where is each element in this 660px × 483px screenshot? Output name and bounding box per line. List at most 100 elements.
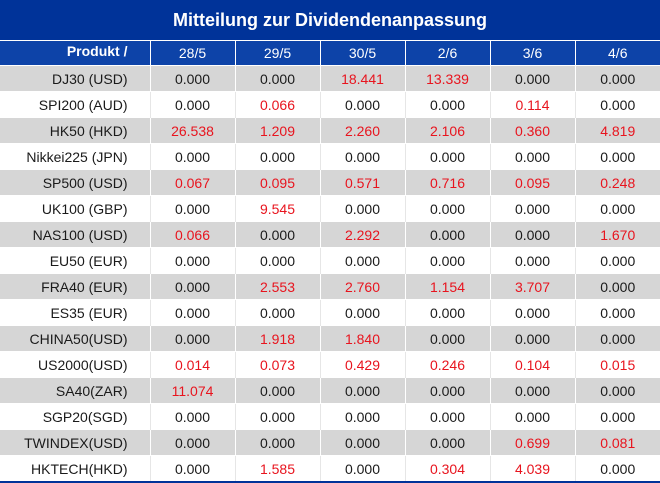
value-cell: 1.209 <box>234 117 320 144</box>
table-row: SA40(ZAR) 11.074 0.000 0.000 0.000 0.000 0.000 <box>0 377 660 404</box>
value-cell: 0.000 <box>234 299 320 326</box>
value-cell: 0.000 <box>319 195 405 222</box>
value-cell: 0.000 <box>319 143 405 170</box>
product-cell: SP500 (USD) <box>0 169 150 196</box>
bottom-divider <box>0 481 660 483</box>
value-cell: 0.000 <box>404 299 490 326</box>
value-cell: 0.000 <box>149 325 235 352</box>
value-cell: 0.429 <box>319 351 405 378</box>
value-cell: 0.000 <box>489 403 575 430</box>
table-row: CHINA50(USD) 0.000 1.918 1.840 0.000 0.000 0.0… <box>0 325 660 352</box>
page-title: Mitteilung zur Dividendenanpassung <box>0 0 660 40</box>
value-cell: 0.066 <box>234 91 320 118</box>
value-cell: 0.066 <box>149 221 235 248</box>
value-cell: 2.260 <box>319 117 405 144</box>
value-cell: 0.000 <box>319 403 405 430</box>
value-cell: 4.039 <box>489 455 575 481</box>
table-row: TWINDEX(USD) 0.000 0.000 0.000 0.000 0.699 0.0… <box>0 429 660 456</box>
value-cell: 0.000 <box>489 377 575 404</box>
dividend-table: Produkt / 28/5 29/5 30/5 2/6 3/6 4/6 DJ3… <box>0 41 660 481</box>
value-cell: 0.000 <box>574 273 660 300</box>
value-cell: 0.000 <box>574 143 660 170</box>
value-cell: 0.000 <box>574 91 660 118</box>
value-cell: 0.067 <box>149 169 235 196</box>
column-header-date: 2/6 <box>404 41 490 66</box>
value-cell: 1.585 <box>234 455 320 481</box>
value-cell: 0.571 <box>319 169 405 196</box>
value-cell: 0.304 <box>404 455 490 481</box>
column-header-date: 29/5 <box>234 41 320 66</box>
value-cell: 0.000 <box>234 221 320 248</box>
value-cell: 0.000 <box>404 195 490 222</box>
value-cell: 3.707 <box>489 273 575 300</box>
value-cell: 0.000 <box>574 65 660 92</box>
value-cell: 0.000 <box>489 143 575 170</box>
value-cell: 0.000 <box>404 403 490 430</box>
value-cell: 1.840 <box>319 325 405 352</box>
value-cell: 0.015 <box>574 351 660 378</box>
table-body: DJ30 (USD) 0.000 0.000 18.441 13.339 0.000 0.0… <box>0 65 660 481</box>
table-row: NAS100 (USD) 0.066 0.000 2.292 0.000 0.000 1.6… <box>0 221 660 248</box>
value-cell: 11.074 <box>149 377 235 404</box>
value-cell: 0.000 <box>149 299 235 326</box>
product-cell: FRA40 (EUR) <box>0 273 150 300</box>
value-cell: 0.104 <box>489 351 575 378</box>
table-row: FRA40 (EUR) 0.000 2.553 2.760 1.154 3.707 0.00… <box>0 273 660 300</box>
value-cell: 26.538 <box>149 117 235 144</box>
value-cell: 0.000 <box>149 195 235 222</box>
header-row: Produkt / 28/5 29/5 30/5 2/6 3/6 4/6 <box>0 41 660 66</box>
value-cell: 0.014 <box>149 351 235 378</box>
column-header-date: 4/6 <box>574 41 660 66</box>
product-cell: TWINDEX(USD) <box>0 429 150 456</box>
value-cell: 0.000 <box>489 299 575 326</box>
column-header-product: Produkt / <box>0 41 150 66</box>
value-cell: 1.154 <box>404 273 490 300</box>
value-cell: 0.095 <box>489 169 575 196</box>
value-cell: 0.000 <box>234 143 320 170</box>
value-cell: 1.918 <box>234 325 320 352</box>
product-cell: CHINA50(USD) <box>0 325 150 352</box>
table-row: ES35 (EUR) 0.000 0.000 0.000 0.000 0.000 0.000 <box>0 299 660 326</box>
value-cell: 0.000 <box>404 377 490 404</box>
value-cell: 0.246 <box>404 351 490 378</box>
value-cell: 0.000 <box>404 325 490 352</box>
value-cell: 13.339 <box>404 65 490 92</box>
product-cell: Nikkei225 (JPN) <box>0 143 150 170</box>
value-cell: 0.000 <box>319 247 405 274</box>
value-cell: 0.000 <box>574 247 660 274</box>
value-cell: 0.000 <box>574 403 660 430</box>
product-cell: ES35 (EUR) <box>0 299 150 326</box>
value-cell: 0.000 <box>149 143 235 170</box>
value-cell: 0.000 <box>149 247 235 274</box>
value-cell: 0.000 <box>489 247 575 274</box>
value-cell: 0.000 <box>404 429 490 456</box>
product-cell: NAS100 (USD) <box>0 221 150 248</box>
value-cell: 0.000 <box>404 247 490 274</box>
column-header-date: 30/5 <box>319 41 405 66</box>
product-cell: SA40(ZAR) <box>0 377 150 404</box>
table-row: SP500 (USD) 0.067 0.095 0.571 0.716 0.095 0.24… <box>0 169 660 196</box>
value-cell: 0.000 <box>319 429 405 456</box>
value-cell: 0.000 <box>149 403 235 430</box>
value-cell: 0.114 <box>489 91 575 118</box>
table-row: Nikkei225 (JPN) 0.000 0.000 0.000 0.000 0.000… <box>0 143 660 170</box>
value-cell: 9.545 <box>234 195 320 222</box>
value-cell: 0.000 <box>234 403 320 430</box>
product-cell: DJ30 (USD) <box>0 65 150 92</box>
value-cell: 0.000 <box>489 325 575 352</box>
value-cell: 0.000 <box>149 429 235 456</box>
value-cell: 0.000 <box>489 221 575 248</box>
table-row: SGP20(SGD) 0.000 0.000 0.000 0.000 0.000 0.000 <box>0 403 660 430</box>
value-cell: 0.000 <box>319 299 405 326</box>
table-row: SPI200 (AUD) 0.000 0.066 0.000 0.000 0.114 0.0… <box>0 91 660 118</box>
value-cell: 0.360 <box>489 117 575 144</box>
value-cell: 0.000 <box>149 91 235 118</box>
value-cell: 0.000 <box>404 221 490 248</box>
value-cell: 0.000 <box>149 455 235 481</box>
value-cell: 0.000 <box>404 143 490 170</box>
product-cell: SGP20(SGD) <box>0 403 150 430</box>
value-cell: 0.000 <box>404 91 490 118</box>
value-cell: 0.095 <box>234 169 320 196</box>
value-cell: 0.000 <box>234 247 320 274</box>
